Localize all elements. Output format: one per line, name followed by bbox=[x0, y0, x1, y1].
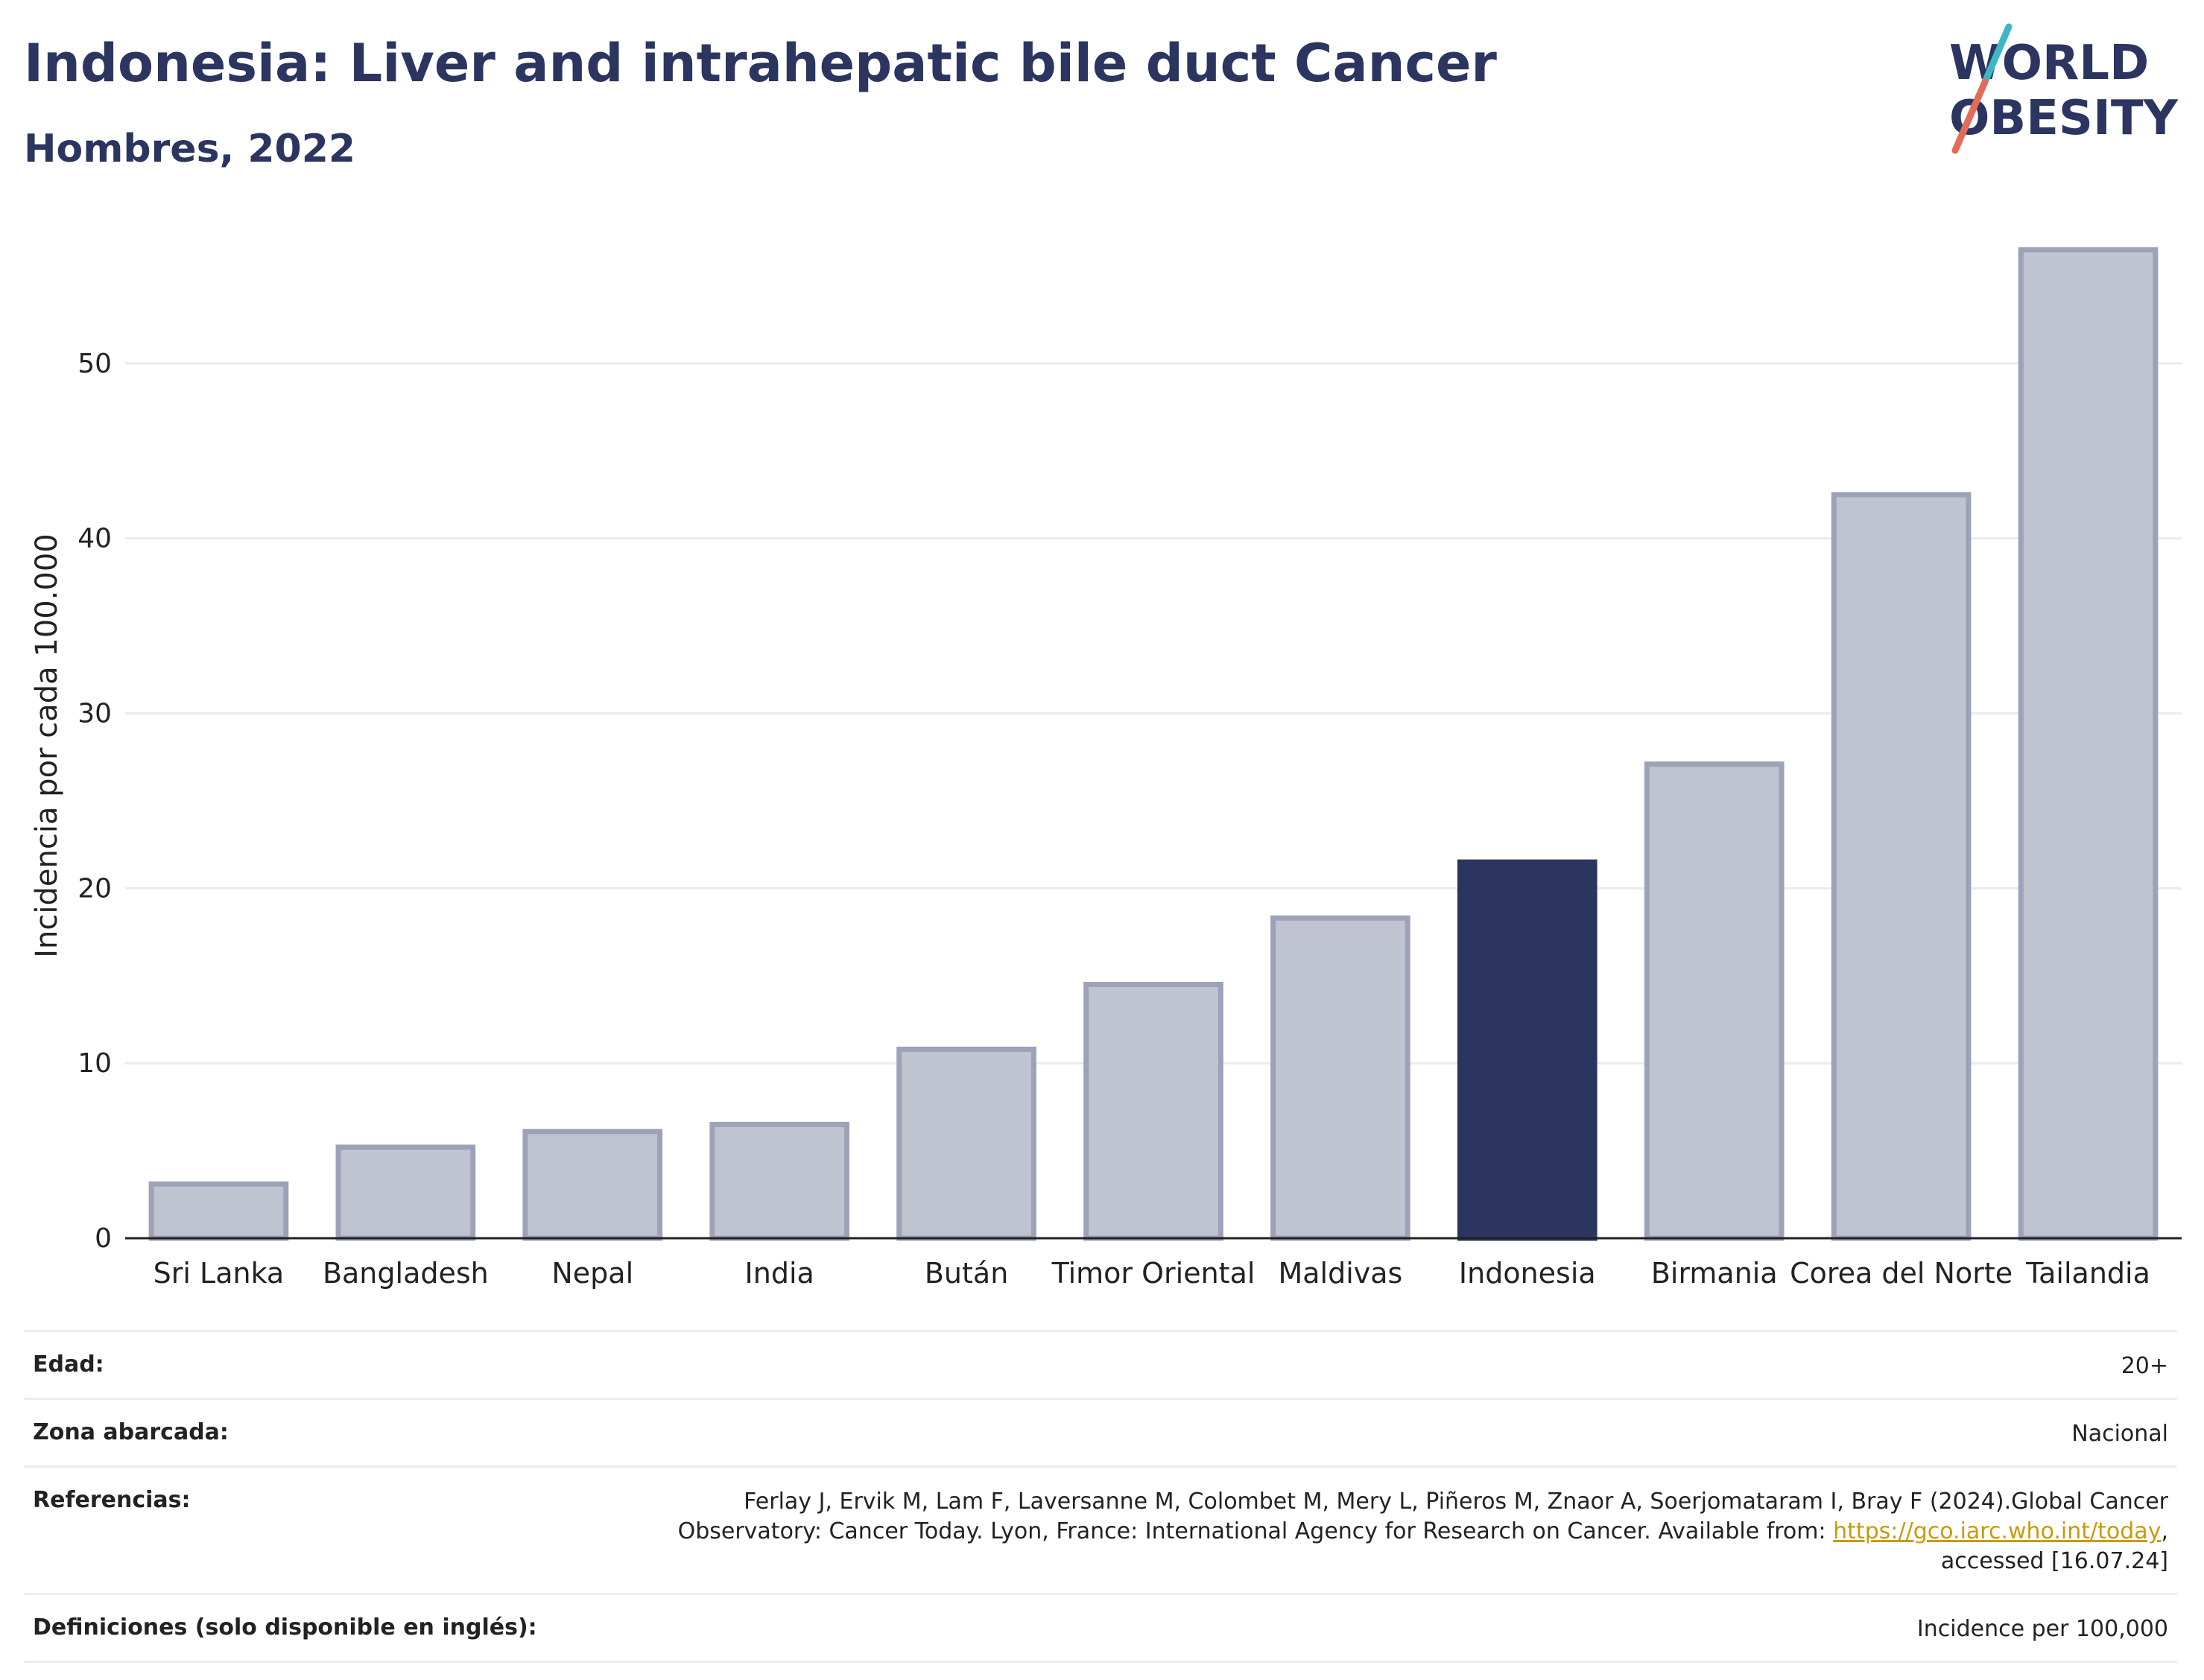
info-table: Edad: 20+ Zona abarcada: Nacional Refere… bbox=[24, 1330, 2177, 1663]
info-row-definitions: Definiciones (solo disponible en inglés)… bbox=[24, 1593, 2177, 1663]
chart-subtitle: Hombres, 2022 bbox=[24, 127, 356, 171]
x-tick-label: India bbox=[745, 1257, 814, 1290]
y-axis-title: Incidencia por cada 100.000 bbox=[30, 533, 64, 958]
bar-chart: 0 10 20 30 40 50 Sri Lanka Bangladesh Nepal India… bbox=[30, 247, 2182, 1290]
bar-corea-del-norte bbox=[1831, 492, 1972, 1241]
y-tick-label: 0 bbox=[95, 1223, 112, 1254]
x-tick-label: Corea del Norte bbox=[1790, 1257, 2013, 1290]
info-label-definitions: Definiciones (solo disponible en inglés)… bbox=[33, 1614, 537, 1641]
info-value-area: Nacional bbox=[2071, 1421, 2168, 1447]
bar-bután bbox=[896, 1046, 1036, 1241]
x-tick-label: Maldivas bbox=[1278, 1257, 1402, 1290]
info-row-area: Zona abarcada: Nacional bbox=[24, 1398, 2177, 1465]
bars bbox=[148, 247, 2159, 1241]
reference-line-2-suffix: , bbox=[2161, 1518, 2168, 1544]
x-tick-label: Tailandia bbox=[2025, 1257, 2150, 1290]
axes: 0 10 20 30 40 50 Sri Lanka Bangladesh Nepal India… bbox=[77, 349, 2182, 1290]
logo-line-2: OBESITY bbox=[1949, 91, 2178, 146]
info-label-references: Referencias: bbox=[33, 1487, 191, 1513]
bar-timor-oriental bbox=[1083, 982, 1223, 1241]
x-tick-label: Nepal bbox=[551, 1257, 633, 1290]
x-tick-label: Indonesia bbox=[1459, 1257, 1596, 1290]
logo-slash-teal bbox=[1981, 23, 2013, 86]
info-row-references: Referencias: Ferlay J, Ervik M, Lam F, L… bbox=[24, 1465, 2177, 1593]
y-tick-label: 50 bbox=[77, 349, 112, 379]
info-value-references: Ferlay J, Ervik M, Lam F, Laversanne M, … bbox=[678, 1487, 2168, 1576]
bar-sri-lanka bbox=[148, 1181, 289, 1241]
x-tick-label: Bangladesh bbox=[323, 1257, 489, 1290]
chart-title: Indonesia: Liver and intrahepatic bile d… bbox=[24, 33, 1497, 94]
y-tick-label: 20 bbox=[77, 873, 112, 904]
reference-line-3: accessed [16.07.24] bbox=[1940, 1548, 2168, 1574]
x-tick-label: Timor Oriental bbox=[1051, 1257, 1255, 1290]
bar-india bbox=[709, 1121, 850, 1241]
bar-bangladesh bbox=[335, 1144, 476, 1241]
reference-line-2-prefix: Observatory: Cancer Today. Lyon, France:… bbox=[677, 1518, 1834, 1544]
bar-tailandia bbox=[2018, 247, 2159, 1241]
info-value-definitions: Incidence per 100,000 bbox=[1916, 1616, 2168, 1642]
bar-nepal bbox=[522, 1129, 663, 1241]
reference-link[interactable]: https://gco.iarc.who.int/today bbox=[1833, 1518, 2162, 1544]
info-value-age: 20+ bbox=[2121, 1353, 2168, 1379]
bar-maldivas bbox=[1270, 915, 1410, 1241]
y-tick-label: 10 bbox=[77, 1048, 112, 1079]
reference-line-1: Ferlay J, Ervik M, Lam F, Laversanne M, … bbox=[744, 1489, 2168, 1515]
bar-indonesia bbox=[1457, 859, 1597, 1241]
info-label-area: Zona abarcada: bbox=[33, 1419, 229, 1445]
bar-birmania bbox=[1644, 761, 1785, 1241]
y-tick-label: 40 bbox=[77, 524, 112, 554]
world-obesity-logo: WORLD OBESITY bbox=[1949, 23, 2178, 154]
info-label-age: Edad: bbox=[33, 1351, 104, 1378]
x-tick-label: Bután bbox=[925, 1257, 1008, 1290]
logo-slash-coral bbox=[1951, 78, 1989, 154]
info-row-age: Edad: 20+ bbox=[24, 1330, 2177, 1398]
x-tick-label: Birmania bbox=[1651, 1257, 1778, 1290]
x-tick-label: Sri Lanka bbox=[153, 1257, 285, 1290]
y-tick-label: 30 bbox=[77, 699, 112, 729]
